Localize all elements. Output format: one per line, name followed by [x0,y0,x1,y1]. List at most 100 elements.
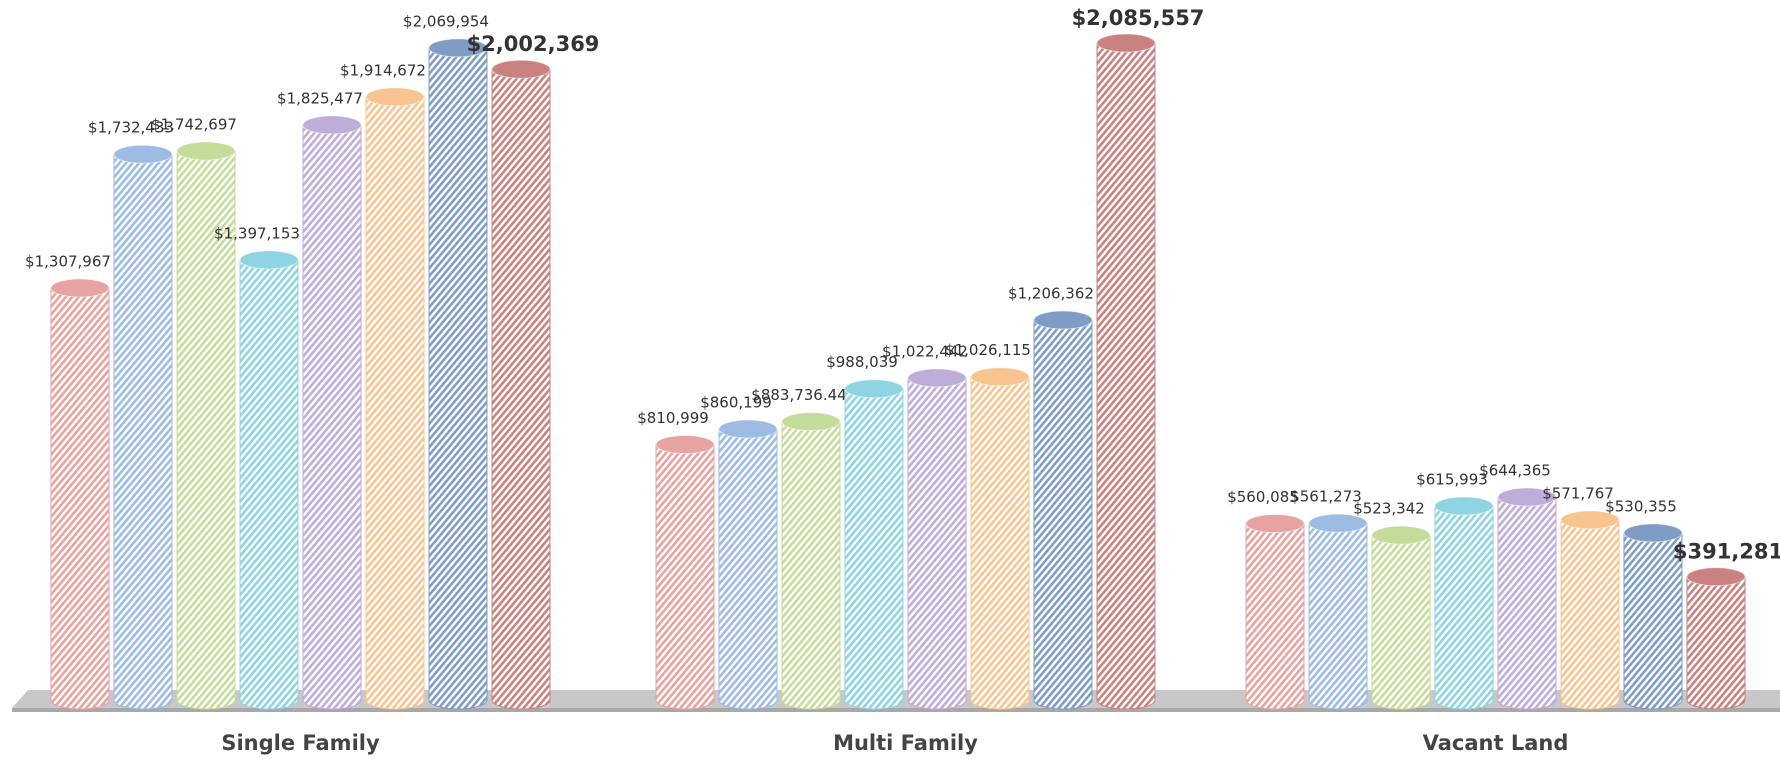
data-label: $1,914,672 [340,61,426,79]
cylinder [1686,567,1746,710]
cylinder [239,250,299,710]
cylinder [1434,496,1494,710]
cylinder-top [302,115,362,135]
cylinder-body [365,96,425,710]
cylinder-body [1308,522,1368,710]
cylinder-top [718,419,778,439]
cylinder-top [1686,567,1746,587]
cylinder [970,367,1030,710]
cylinder-body [176,150,236,710]
cylinder-top [239,250,299,270]
data-label: $561,273 [1290,488,1362,506]
data-label: $644,365 [1479,462,1551,480]
data-label: $391,281 [1673,540,1780,564]
cylinder-top [1371,525,1431,545]
cylinder-top [176,141,236,161]
cylinder-body [302,124,362,710]
cylinder-top [1245,514,1305,534]
cylinder-body [1686,576,1746,710]
cylinder [1371,525,1431,710]
data-label: $1,026,115 [945,341,1031,359]
cylinder-top [428,38,488,58]
cylinder-top [491,59,551,79]
cylinder-body [491,68,551,710]
cylinder [1497,487,1557,710]
cylinder-body [113,153,173,710]
data-label: $2,069,954 [403,12,489,30]
cylinder [1245,514,1305,710]
data-label: $615,993 [1416,470,1488,488]
cylinder-body [1245,523,1305,710]
cylinder [1096,33,1156,710]
cylinder [365,87,425,710]
cylinder [176,141,236,710]
cylinder-top [1308,513,1368,533]
cylinder-body [50,287,110,710]
data-label: $523,342 [1353,500,1425,518]
cylinder-top [907,368,967,388]
cylinder [491,59,551,710]
cylinder-top [1623,523,1683,543]
cylinder-body [1033,319,1093,710]
cylinder [718,419,778,710]
data-label: $1,825,477 [277,89,363,107]
cylinder [844,379,904,710]
data-label: $530,355 [1605,497,1677,515]
cylinder-top [50,278,110,298]
data-label: $860,199 [700,394,772,412]
cylinder-top [781,412,841,432]
data-label: $1,732,433 [88,119,174,137]
cylinder [1560,510,1620,710]
cylinder-top [844,379,904,399]
data-label: $1,022,442 [882,342,968,360]
cylinder-body [1371,534,1431,710]
data-label: $810,999 [637,409,709,427]
cylinder-body [844,388,904,710]
cylinder-body [907,377,967,710]
cylinder [655,435,715,710]
cylinder-body [655,444,715,710]
cylinder [428,38,488,710]
cylinder-top [1497,487,1557,507]
data-label: $1,307,967 [25,252,111,270]
category-label: Multi Family [833,731,978,755]
data-label: $2,085,557 [1072,6,1205,30]
data-label: $988,039 [826,353,898,371]
cylinder-top [1434,496,1494,516]
cylinder-body [428,47,488,710]
cylinder [1308,513,1368,710]
cylinder-body [1434,505,1494,710]
cylinder [781,412,841,710]
cylinder-top [1096,33,1156,53]
cylinder-top [1560,510,1620,530]
cylinder-body [1497,496,1557,710]
cylinder-body [1096,42,1156,710]
data-label: $883,736.44 [751,386,846,404]
cylinder-body [718,428,778,710]
cylinder [302,115,362,710]
data-label: $2,002,369 [467,32,600,56]
category-label: Vacant Land [1423,731,1569,755]
data-label: $560,085 [1227,488,1299,506]
data-label: $571,767 [1542,484,1614,502]
cylinder-body [970,376,1030,710]
cylinder-top [970,367,1030,387]
cylinder [50,278,110,710]
cylinder-top [655,435,715,455]
cylinder [1033,310,1093,710]
cylinder-top [113,144,173,164]
cylinder-body [239,259,299,710]
cylinder [113,144,173,710]
data-label: $1,742,697 [151,116,237,134]
cylinder-top [1033,310,1093,330]
cylinder-body [781,421,841,710]
cylinder-body [1560,519,1620,710]
category-label: Single Family [221,731,380,755]
data-label: $1,206,362 [1008,284,1094,302]
cylinder-body [1623,532,1683,710]
cylinder [907,368,967,710]
cylinder [1623,523,1683,710]
data-label: $1,397,153 [214,224,300,242]
